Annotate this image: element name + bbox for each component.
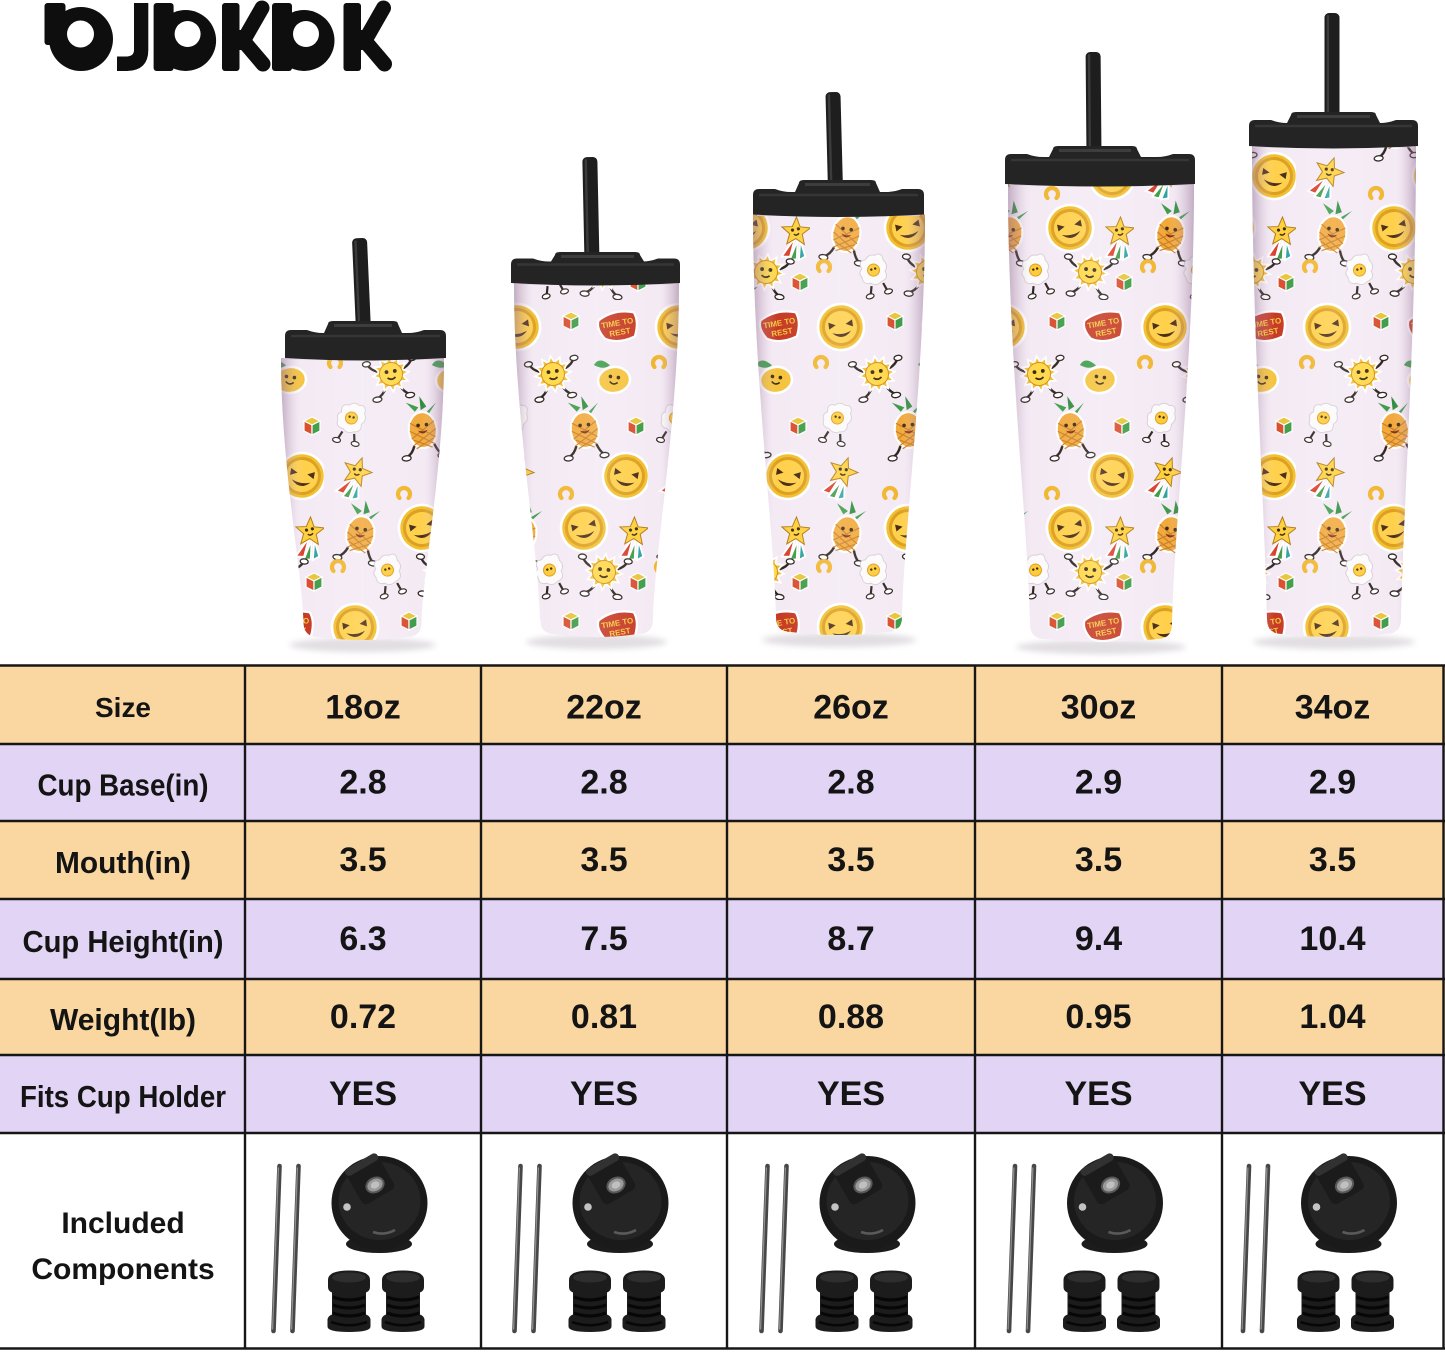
svg-text:10.4: 10.4 xyxy=(1299,920,1365,958)
svg-text:Size: Size xyxy=(95,692,151,723)
svg-text:0.72: 0.72 xyxy=(330,998,396,1036)
svg-text:3.5: 3.5 xyxy=(827,841,874,879)
svg-text:3.5: 3.5 xyxy=(339,841,386,879)
svg-text:2.8: 2.8 xyxy=(339,763,386,801)
svg-text:3.5: 3.5 xyxy=(1309,841,1356,879)
svg-text:Cup Base(in): Cup Base(in) xyxy=(38,768,209,803)
svg-text:YES: YES xyxy=(817,1075,885,1113)
svg-text:2.9: 2.9 xyxy=(1309,763,1356,801)
svg-text:2.8: 2.8 xyxy=(580,763,627,801)
svg-text:0.81: 0.81 xyxy=(571,998,637,1036)
svg-text:6.3: 6.3 xyxy=(339,920,386,958)
svg-text:YES: YES xyxy=(329,1075,397,1113)
svg-text:YES: YES xyxy=(1064,1075,1132,1113)
svg-text:Weight(lb): Weight(lb) xyxy=(50,1002,196,1037)
svg-text:YES: YES xyxy=(1298,1075,1366,1113)
svg-text:2.8: 2.8 xyxy=(827,763,874,801)
svg-text:Included: Included xyxy=(61,1207,184,1240)
svg-text:8.7: 8.7 xyxy=(827,920,874,958)
svg-text:30oz: 30oz xyxy=(1061,689,1137,727)
svg-text:34oz: 34oz xyxy=(1295,689,1371,727)
svg-text:0.88: 0.88 xyxy=(818,998,884,1036)
svg-text:26oz: 26oz xyxy=(813,689,889,727)
svg-text:22oz: 22oz xyxy=(566,689,642,727)
svg-text:Fits Cup Holder: Fits Cup Holder xyxy=(20,1079,226,1114)
svg-text:2.9: 2.9 xyxy=(1075,763,1122,801)
svg-text:1.04: 1.04 xyxy=(1299,998,1365,1036)
svg-text:0.95: 0.95 xyxy=(1065,998,1131,1036)
svg-text:7.5: 7.5 xyxy=(580,920,627,958)
svg-text:3.5: 3.5 xyxy=(1075,841,1122,879)
svg-text:Cup Height(in): Cup Height(in) xyxy=(23,924,224,959)
svg-text:9.4: 9.4 xyxy=(1075,920,1122,958)
svg-text:YES: YES xyxy=(570,1075,638,1113)
svg-text:18oz: 18oz xyxy=(325,689,401,727)
svg-text:3.5: 3.5 xyxy=(580,841,627,879)
svg-text:Components: Components xyxy=(31,1253,214,1286)
svg-text:Mouth(in): Mouth(in) xyxy=(55,845,191,880)
